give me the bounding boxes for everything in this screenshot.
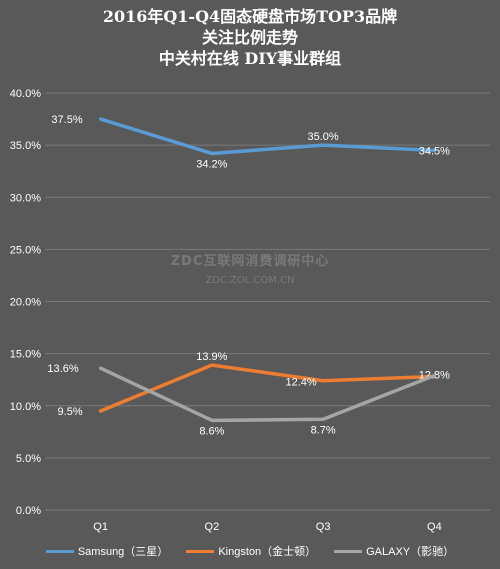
legend-swatch	[45, 549, 74, 553]
y-tick-label: 35.0%	[10, 140, 41, 152]
data-label: 35.0%	[308, 131, 339, 143]
x-tick-label: Q2	[205, 521, 220, 533]
series-line-3	[98, 366, 437, 423]
data-label: 34.2%	[196, 158, 227, 170]
y-tick-label: 30.0%	[10, 192, 41, 204]
chart-title-line-3: 中关村在线 DIY事业群组	[158, 49, 342, 68]
data-label: 8.7%	[311, 424, 336, 436]
legend-label: GALAXY（影驰）	[366, 546, 455, 558]
series-line-1	[98, 117, 437, 156]
data-label: 13.9%	[196, 351, 227, 363]
legend-label: Kingston（金士顿）	[218, 546, 317, 558]
watermark-url: ZDC.ZOL.COM.CN	[205, 275, 295, 286]
y-tick-label: 5.0%	[16, 453, 41, 465]
x-tick-label: Q3	[316, 521, 331, 533]
y-tick-label: 15.0%	[10, 349, 41, 361]
legend-label: Samsung（三星）	[77, 546, 169, 558]
chart-legend: Samsung（三星） Kingston（金士顿） GALAXY（影驰）	[0, 541, 500, 561]
y-tick-label: 25.0%	[10, 244, 41, 256]
x-tick-label: Q1	[93, 521, 108, 533]
legend-item: GALAXY（影驰）	[334, 543, 454, 559]
data-label: 13.6%	[47, 363, 78, 375]
legend-swatch	[334, 549, 363, 553]
chart-title-line-2: 关注比例走势	[201, 28, 298, 47]
data-label: 9.5%	[58, 406, 83, 418]
y-tick-label: 0.0%	[16, 505, 41, 517]
y-tick-label: 40.0%	[10, 88, 41, 100]
legend-swatch	[186, 549, 215, 553]
legend-item: Samsung（三星）	[45, 543, 169, 559]
y-tick-label: 20.0%	[10, 297, 41, 309]
chart-title-line-1: 2016年Q1-Q4固态硬盘市场TOP3品牌	[102, 7, 398, 26]
data-label: 12.4%	[286, 377, 317, 389]
chart-title: 2016年Q1-Q4固态硬盘市场TOP3品牌 关注比例走势 中关村在线 DIY事…	[0, 6, 500, 69]
data-label: 8.6%	[199, 425, 224, 437]
watermark-text: ZDC互联网消费调研中心	[170, 254, 330, 269]
x-tick-label: Q4	[427, 521, 442, 533]
legend-item: Kingston（金士顿）	[186, 543, 316, 559]
data-label: 37.5%	[51, 114, 82, 126]
series-line-2	[98, 363, 437, 413]
data-label: 34.5%	[419, 145, 450, 157]
y-tick-label: 10.0%	[10, 401, 41, 413]
